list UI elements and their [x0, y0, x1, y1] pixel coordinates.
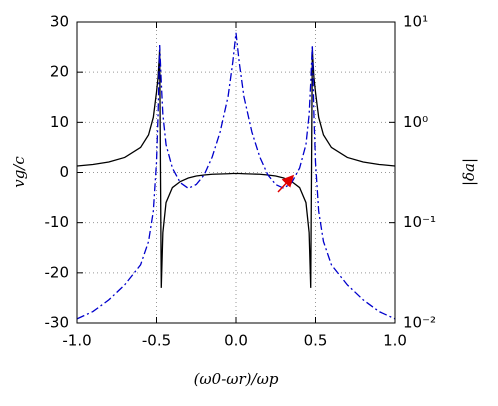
y2-axis-label: |δa|: [460, 158, 478, 186]
x-tick-label: 1.0: [383, 332, 407, 350]
plot-frame: [76, 21, 396, 324]
x-tick-label: 0.5: [304, 332, 328, 350]
y-tick-label: -10: [45, 213, 70, 231]
x-tick-label: -0.5: [142, 332, 171, 350]
y-tick-label: 0: [59, 163, 69, 181]
y2-tick-label: 10⁻¹: [403, 213, 436, 231]
y-axis-label: vg/c: [10, 156, 28, 188]
x-tick-label: -1.0: [62, 332, 91, 350]
x-tick-label: 0.0: [224, 332, 248, 350]
y-tick-label: -30: [45, 314, 70, 332]
arrow: [277, 174, 295, 193]
y2-tick-label: 10⁰: [403, 113, 428, 131]
y-tick-label: 20: [50, 63, 69, 81]
y-tick-label: -20: [45, 263, 70, 281]
series-line: [76, 32, 396, 320]
series-line: [76, 49, 396, 288]
y2-tick-label: 10⁻²: [403, 314, 436, 332]
y-tick-label: 10: [50, 113, 69, 131]
y-tick-label: 30: [50, 13, 69, 31]
y2-tick-label: 10¹: [403, 13, 428, 31]
x-axis-label: (ω0-ωr)/ωp: [194, 370, 279, 388]
